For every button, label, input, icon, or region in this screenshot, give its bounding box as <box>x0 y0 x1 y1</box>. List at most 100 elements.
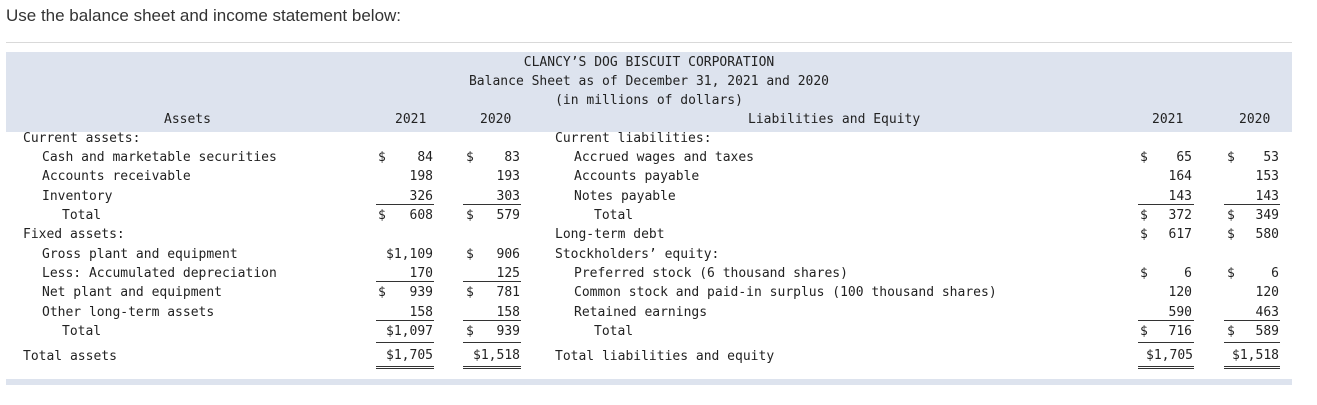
assets-col-2021: 2021 <box>395 112 427 127</box>
notes-2021: 143 <box>1168 189 1192 204</box>
liabilities-header: Liabilities and Equity <box>748 112 921 127</box>
current-assets-total-2020: 579 <box>496 208 520 223</box>
retained-label: Retained earnings <box>574 305 708 320</box>
balance-sheet-table: CLANCY’S DOG BISCUIT CORPORATION Balance… <box>6 52 1292 386</box>
ap-label: Accounts payable <box>574 169 700 184</box>
dollar-sign: $ <box>1140 150 1148 165</box>
units-note: (in millions of dollars) <box>555 93 743 108</box>
notes-2020: 143 <box>1255 189 1279 204</box>
underline <box>1224 324 1280 343</box>
net-ppe-2020: 781 <box>496 285 520 300</box>
liab-col-2020: 2020 <box>1239 112 1271 127</box>
cash-2021: 84 <box>417 150 433 165</box>
underline <box>376 304 434 321</box>
dollar-sign: $ <box>466 208 474 223</box>
accrued-label: Accrued wages and taxes <box>574 150 755 165</box>
underline <box>1224 188 1280 205</box>
other-lt-label: Other long-term assets <box>42 305 215 320</box>
other-lt-2020: 158 <box>496 305 520 320</box>
dollar-sign: $ <box>1227 150 1235 165</box>
fixed-assets-total-2020: 939 <box>496 324 520 339</box>
underline <box>1138 324 1194 343</box>
dollar-sign: $ <box>1227 266 1235 281</box>
intro-text: Use the balance sheet and income stateme… <box>6 6 402 25</box>
dollar-sign: $ <box>1227 227 1235 242</box>
underline <box>376 265 434 282</box>
ar-2021: 198 <box>409 169 433 184</box>
equity-label: Stockholders’ equity: <box>555 247 720 262</box>
total-le-2020: $1,518 <box>1232 348 1279 363</box>
net-ppe-2021: 939 <box>409 285 433 300</box>
current-assets-total-label: Total <box>62 208 102 223</box>
ar-label: Accounts receivable <box>42 169 191 184</box>
underline <box>1224 304 1280 321</box>
underline <box>1138 188 1194 205</box>
dollar-sign: $ <box>466 247 474 262</box>
underline <box>463 188 521 205</box>
ltd-2021: 617 <box>1168 227 1192 242</box>
common-2020: 120 <box>1255 285 1279 300</box>
dollar-sign: $ <box>378 150 386 165</box>
fixed-assets-label: Fixed assets: <box>23 227 125 242</box>
accum-dep-2020: 125 <box>496 266 520 281</box>
gross-ppe-2020: 906 <box>496 247 520 262</box>
footer-band <box>6 379 1292 385</box>
accrued-2020: 53 <box>1263 150 1279 165</box>
underline <box>1138 304 1194 321</box>
underline <box>376 188 434 205</box>
current-liabilities-total-2021: 372 <box>1168 208 1192 223</box>
dollar-sign: $ <box>378 285 386 300</box>
retained-2020: 463 <box>1255 305 1279 320</box>
liab-col-2021: 2021 <box>1152 112 1184 127</box>
dollar-sign: $ <box>466 150 474 165</box>
company-name: CLANCY’S DOG BISCUIT CORPORATION <box>523 55 775 70</box>
assets-col-2020: 2020 <box>480 112 512 127</box>
current-liabilities-total-label: Total <box>594 208 634 223</box>
dollar-sign: $ <box>1227 208 1235 223</box>
dollar-sign: $ <box>378 208 386 223</box>
equity-total-2020: 589 <box>1255 324 1279 339</box>
underline <box>463 324 521 343</box>
current-liabilities-label: Current liabilities: <box>555 131 712 146</box>
current-assets-label: Current assets: <box>23 131 141 146</box>
current-liabilities-total-2020: 349 <box>1255 208 1279 223</box>
double-underline <box>463 348 521 369</box>
inventory-2021: 326 <box>409 189 433 204</box>
inventory-2020: 303 <box>496 189 520 204</box>
dollar-sign: $ <box>466 285 474 300</box>
dollar-sign: $ <box>466 324 474 339</box>
dollar-sign: $ <box>1140 208 1148 223</box>
header-band <box>6 52 1292 132</box>
common-label: Common stock and paid-in surplus (100 th… <box>574 285 997 300</box>
cash-label: Cash and marketable securities <box>42 150 277 165</box>
common-2021: 120 <box>1168 285 1192 300</box>
assets-header: Assets <box>164 112 211 127</box>
ltd-label: Long-term debt <box>555 227 665 242</box>
equity-total-2021: 716 <box>1168 324 1192 339</box>
accum-dep-2021: 170 <box>409 266 433 281</box>
ar-2020: 193 <box>496 169 520 184</box>
equity-total-label: Total <box>594 324 634 339</box>
dollar-sign: $ <box>1140 227 1148 242</box>
dollar-sign: $ <box>1140 324 1148 339</box>
underline <box>463 265 521 282</box>
double-underline <box>1224 348 1280 369</box>
underline <box>376 324 434 343</box>
total-le-label: Total liabilities and equity <box>555 349 775 364</box>
fixed-assets-total-label: Total <box>62 324 102 339</box>
total-le-2021: $1,705 <box>1146 348 1193 363</box>
double-underline <box>1138 348 1194 369</box>
statement-title: Balance Sheet as of December 31, 2021 an… <box>468 74 830 89</box>
cash-2020: 83 <box>504 150 520 165</box>
retained-2021: 590 <box>1168 305 1192 320</box>
total-assets-2021: $1,705 <box>386 348 433 363</box>
preferred-label: Preferred stock (6 thousand shares) <box>574 266 848 281</box>
preferred-2020: 6 <box>1271 266 1279 281</box>
double-underline <box>376 348 434 369</box>
total-assets-2020: $1,518 <box>473 348 520 363</box>
underline <box>463 304 521 321</box>
accum-dep-label: Less: Accumulated depreciation <box>42 266 277 281</box>
ap-2020: 153 <box>1255 169 1279 184</box>
dollar-sign: $ <box>1140 266 1148 281</box>
ltd-2020: 580 <box>1255 227 1279 242</box>
